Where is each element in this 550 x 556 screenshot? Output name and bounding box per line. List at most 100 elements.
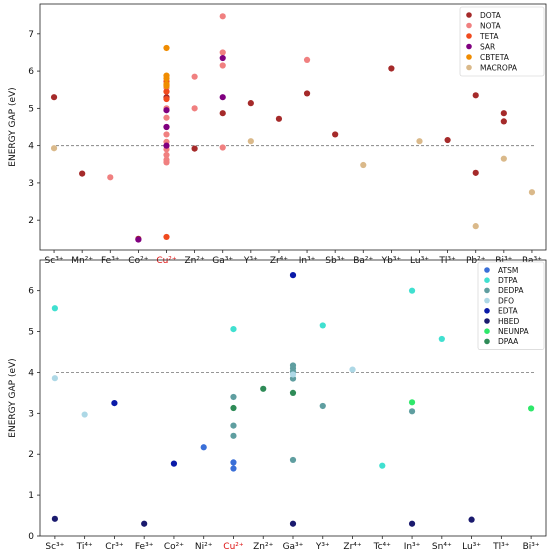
data-point-hbed — [141, 520, 148, 527]
data-point-macropa — [528, 189, 536, 196]
x-tick-label: Fe³⁺ — [135, 542, 154, 552]
data-point-dtpa — [408, 287, 416, 294]
legend-label: DEDPA — [498, 286, 524, 295]
data-point-dtpa — [438, 335, 445, 343]
x-tick-label: In³⁺ — [404, 542, 421, 552]
data-point-atsm — [200, 444, 207, 451]
y-tick-label: 6 — [28, 287, 34, 297]
y-axis-label: ENERGY GAP (eV) — [8, 358, 18, 437]
data-point-dpaa — [230, 404, 237, 412]
data-point-cbteta — [163, 44, 170, 52]
data-point-teta — [163, 88, 170, 95]
data-point-nota — [191, 73, 198, 80]
y-tick-label: 3 — [28, 179, 34, 189]
data-point-nota — [303, 56, 311, 64]
data-point-dedpa — [230, 432, 237, 439]
legend-label: DOTA — [480, 11, 502, 20]
data-point-nota — [163, 156, 170, 163]
legend-marker — [484, 287, 490, 294]
data-point-dota — [472, 169, 479, 176]
data-point-dtpa — [379, 462, 386, 469]
legend-box — [459, 6, 545, 77]
x-tick-label: Lu³⁺ — [410, 256, 429, 266]
legend-marker — [466, 22, 472, 29]
x-tick-label: Tl³⁺ — [438, 256, 456, 266]
data-point-dfo — [81, 411, 88, 418]
y-tick-label: 4 — [28, 142, 34, 152]
y-tick-label: 5 — [28, 104, 34, 114]
legend-marker — [466, 33, 472, 39]
data-point-cbteta — [163, 82, 170, 90]
data-point-dota — [50, 94, 58, 101]
data-point-dota — [79, 170, 86, 177]
data-point-macropa — [500, 155, 507, 162]
data-point-sar — [219, 54, 226, 62]
data-point-dfo — [289, 371, 297, 378]
x-tick-label: Pb²⁺ — [466, 256, 486, 266]
data-point-hbed — [51, 515, 58, 522]
data-point-nota — [219, 144, 226, 151]
data-point-hbed — [408, 520, 416, 527]
legend-label: MACROPA — [480, 63, 518, 72]
legend-label: CBTETA — [480, 53, 510, 62]
x-tick-label: Lu³⁺ — [462, 542, 481, 552]
legend-marker — [466, 54, 472, 60]
y-tick-label: 2 — [28, 216, 34, 226]
x-tick-label: Bi³⁺ — [495, 256, 512, 266]
x-tick-label: Yb³⁺ — [381, 256, 402, 266]
data-point-dpaa — [289, 389, 297, 396]
legend-marker — [484, 267, 490, 273]
x-tick-label: Y³⁺ — [315, 542, 330, 552]
x-tick-label: Tl³⁺ — [492, 542, 510, 552]
data-point-macropa — [472, 223, 479, 230]
legend-marker — [484, 297, 490, 304]
legend-marker — [484, 338, 490, 345]
x-tick-label: Sc³⁺ — [45, 256, 64, 266]
legend-marker — [466, 43, 472, 50]
data-point-sar — [163, 123, 170, 131]
data-point-nota — [163, 151, 170, 159]
x-tick-label: Mn²⁺ — [71, 256, 93, 266]
y-tick-label: 2 — [28, 450, 34, 460]
x-tick-label: Zr⁴⁺ — [270, 256, 288, 266]
x-tick-label: Ra³⁺ — [522, 256, 542, 266]
data-point-dedpa — [319, 402, 326, 410]
data-point-dfo — [51, 375, 58, 382]
y-tick-label: 7 — [28, 30, 34, 40]
legend-label: EDTA — [498, 307, 519, 316]
data-point-teta — [163, 95, 170, 103]
x-tick-label: Cu²⁺ — [156, 256, 177, 266]
x-tick-label: Zr⁴⁺ — [343, 542, 361, 552]
data-point-edta — [289, 272, 297, 279]
x-tick-label: In³⁺ — [299, 256, 316, 266]
data-point-neunpa — [408, 399, 416, 406]
x-tick-label: Co²⁺ — [128, 256, 148, 266]
data-point-nota — [191, 105, 198, 112]
data-point-teta — [163, 233, 170, 241]
legend-label: TETA — [479, 32, 499, 41]
y-tick-label: 0 — [28, 532, 34, 542]
legend-label: DPAA — [498, 337, 519, 346]
data-point-dfo — [349, 366, 356, 373]
data-point-macropa — [50, 145, 58, 152]
data-point-dedpa — [230, 422, 237, 429]
legend-marker — [484, 277, 490, 284]
legend-marker — [466, 12, 472, 18]
data-point-sar — [219, 94, 226, 101]
data-point-nota — [163, 114, 170, 121]
x-tick-label: Sn⁴⁺ — [432, 542, 452, 552]
data-point-sar — [163, 107, 170, 114]
data-point-dota — [219, 110, 226, 117]
x-tick-label: Cr³⁺ — [105, 542, 124, 552]
data-point-dota — [303, 90, 311, 97]
legend-marker — [484, 318, 490, 324]
data-point-macropa — [360, 161, 367, 169]
data-point-nota — [219, 49, 226, 56]
data-point-dedpa — [230, 393, 237, 401]
x-tick-label: Zn²⁺ — [253, 542, 273, 552]
data-point-hbed — [289, 520, 297, 527]
plot-area-frame — [39, 3, 547, 251]
data-point-atsm — [230, 465, 237, 472]
data-point-macropa — [247, 138, 254, 145]
